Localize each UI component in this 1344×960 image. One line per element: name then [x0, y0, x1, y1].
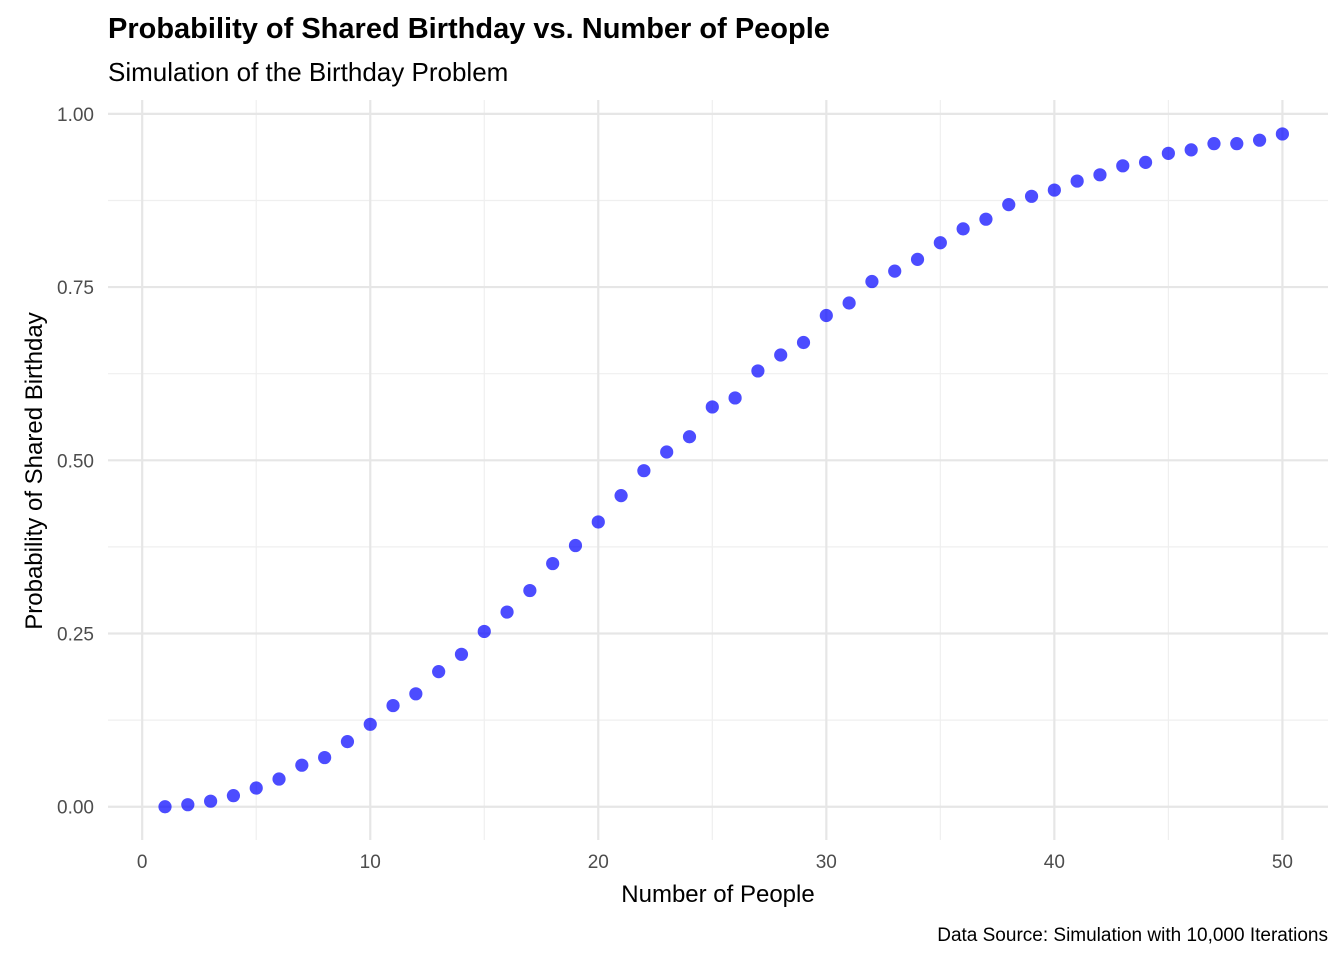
data-point — [956, 222, 970, 236]
data-point — [637, 464, 651, 478]
data-point — [523, 583, 537, 598]
data-point — [340, 735, 355, 749]
y-tick-label: 0.50 — [57, 451, 94, 472]
data-point — [1161, 146, 1175, 160]
data-point — [591, 515, 605, 529]
data-point — [454, 647, 469, 661]
data-point — [226, 789, 241, 803]
data-point — [865, 274, 879, 289]
data-point — [888, 264, 902, 278]
x-tick-label: 10 — [360, 852, 381, 873]
data-point — [1116, 159, 1130, 173]
data-point — [409, 687, 423, 701]
data-point — [682, 430, 697, 444]
data-point — [1002, 198, 1016, 212]
x-axis-ticks: 0 10 20 30 40 50 — [137, 852, 1293, 873]
data-point — [1275, 127, 1289, 141]
x-tick-label: 40 — [1044, 852, 1065, 873]
y-tick-label: 0.75 — [57, 278, 94, 299]
data-point — [272, 772, 286, 786]
data-point — [1230, 137, 1244, 151]
data-point — [614, 489, 628, 503]
data-point — [1093, 168, 1107, 182]
data-point — [660, 445, 674, 459]
data-point — [979, 212, 993, 226]
data-point — [1207, 137, 1221, 151]
y-tick-label: 1.00 — [57, 105, 94, 126]
data-point — [1024, 189, 1039, 203]
x-tick-label: 30 — [816, 852, 837, 873]
y-tick-label: 0.25 — [57, 625, 94, 646]
chart-subtitle: Simulation of the Birthday Problem — [108, 57, 508, 87]
data-point — [751, 364, 765, 378]
data-point — [774, 348, 788, 362]
data-point — [432, 665, 446, 679]
data-point — [1070, 174, 1084, 188]
data-point — [500, 605, 514, 619]
data-point — [728, 391, 742, 405]
chart-caption: Data Source: Simulation with 10,000 Iter… — [937, 925, 1328, 946]
data-point — [318, 750, 332, 765]
data-point — [249, 781, 263, 795]
data-point — [819, 308, 833, 323]
data-point — [477, 624, 491, 639]
data-point — [568, 538, 583, 553]
data-point — [546, 556, 560, 571]
data-point — [295, 758, 309, 772]
x-tick-label: 0 — [137, 852, 148, 873]
y-tick-label: 0.00 — [57, 798, 94, 819]
y-axis-title: Probability of Shared Birthday — [21, 312, 48, 630]
data-point — [204, 794, 218, 808]
data-point — [705, 400, 719, 414]
data-point — [933, 236, 947, 250]
y-axis-ticks: 0.00 0.25 0.50 0.75 1.00 — [57, 105, 94, 819]
data-point — [386, 698, 400, 713]
data-point — [796, 335, 811, 350]
data-point — [842, 296, 856, 310]
x-tick-label: 20 — [588, 852, 609, 873]
data-points — [158, 127, 1289, 814]
data-point — [181, 798, 195, 812]
data-point — [158, 800, 172, 814]
data-point — [1047, 183, 1061, 197]
data-point — [1252, 133, 1267, 147]
data-point — [1138, 155, 1153, 169]
chart-title: Probability of Shared Birthday vs. Numbe… — [108, 13, 830, 45]
data-point — [910, 252, 925, 266]
data-point — [1184, 143, 1198, 157]
grid — [108, 100, 1328, 840]
data-point — [363, 717, 377, 731]
x-tick-label: 50 — [1272, 852, 1293, 873]
x-axis-title: Number of People — [621, 881, 814, 908]
